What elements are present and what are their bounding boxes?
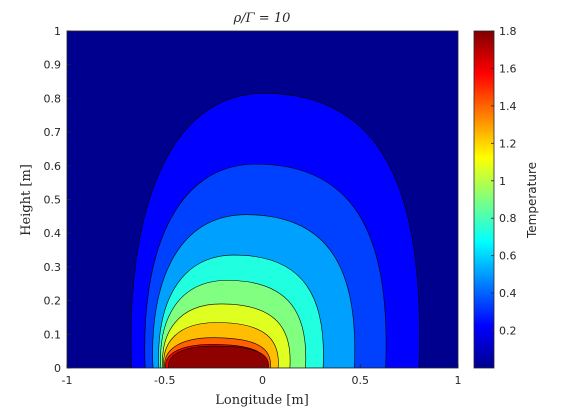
y-tick-label: 0.4 (44, 227, 62, 240)
colorbar-tick-label: 0.8 (499, 212, 517, 225)
y-tick-label: 0.2 (44, 295, 62, 308)
x-tick-label: 0.5 (352, 374, 370, 387)
x-tick-label: -1 (62, 374, 73, 387)
x-tick-label: 0 (259, 374, 266, 387)
y-tick-label: 0.5 (44, 194, 62, 207)
x-tick-label: 1 (455, 374, 462, 387)
colorbar-tick-label: 1.2 (499, 137, 517, 150)
x-axis-label: Longitude [m] (215, 393, 309, 408)
colorbar-tick-label: 1.4 (499, 100, 517, 113)
y-tick-label: 0 (54, 362, 61, 375)
y-tick-label: 0.8 (44, 92, 62, 105)
y-axis-label: Height [m] (19, 164, 34, 236)
contour-peak (168, 345, 269, 368)
y-tick-label: 0.9 (44, 59, 62, 72)
y-tick-label: 0.1 (44, 328, 62, 341)
x-axis-ticks: -1 -0.5 0 0.5 1 (62, 364, 462, 387)
y-tick-label: 0.3 (44, 261, 62, 274)
colorbar-tick-label: 0.2 (499, 325, 517, 338)
colorbar-tick-label: 1 (499, 175, 506, 188)
x-tick-label: -0.5 (154, 374, 175, 387)
y-tick-label: 1 (54, 25, 61, 38)
colorbar-tick-label: 1.8 (499, 25, 517, 38)
y-tick-label: 0.6 (44, 160, 62, 173)
colorbar-tick-label: 1.6 (499, 62, 517, 75)
colorbar (473, 30, 495, 369)
y-axis-ticks: 0 0.1 0.2 0.3 0.4 0.5 0.6 0.7 0.8 0.9 1 (44, 25, 71, 375)
chart-title: ρ/Γ = 10 (233, 11, 291, 26)
colorbar-label: Temperature (525, 162, 539, 239)
colorbar-tick-label: 0.4 (499, 287, 517, 300)
colorbar-tick-label: 0.6 (499, 250, 517, 263)
contour-bands (130, 93, 420, 368)
colorbar-ticks: 0.2 0.4 0.6 0.8 1 1.2 1.4 1.6 1.8 (491, 25, 517, 338)
y-tick-label: 0.7 (44, 126, 62, 139)
